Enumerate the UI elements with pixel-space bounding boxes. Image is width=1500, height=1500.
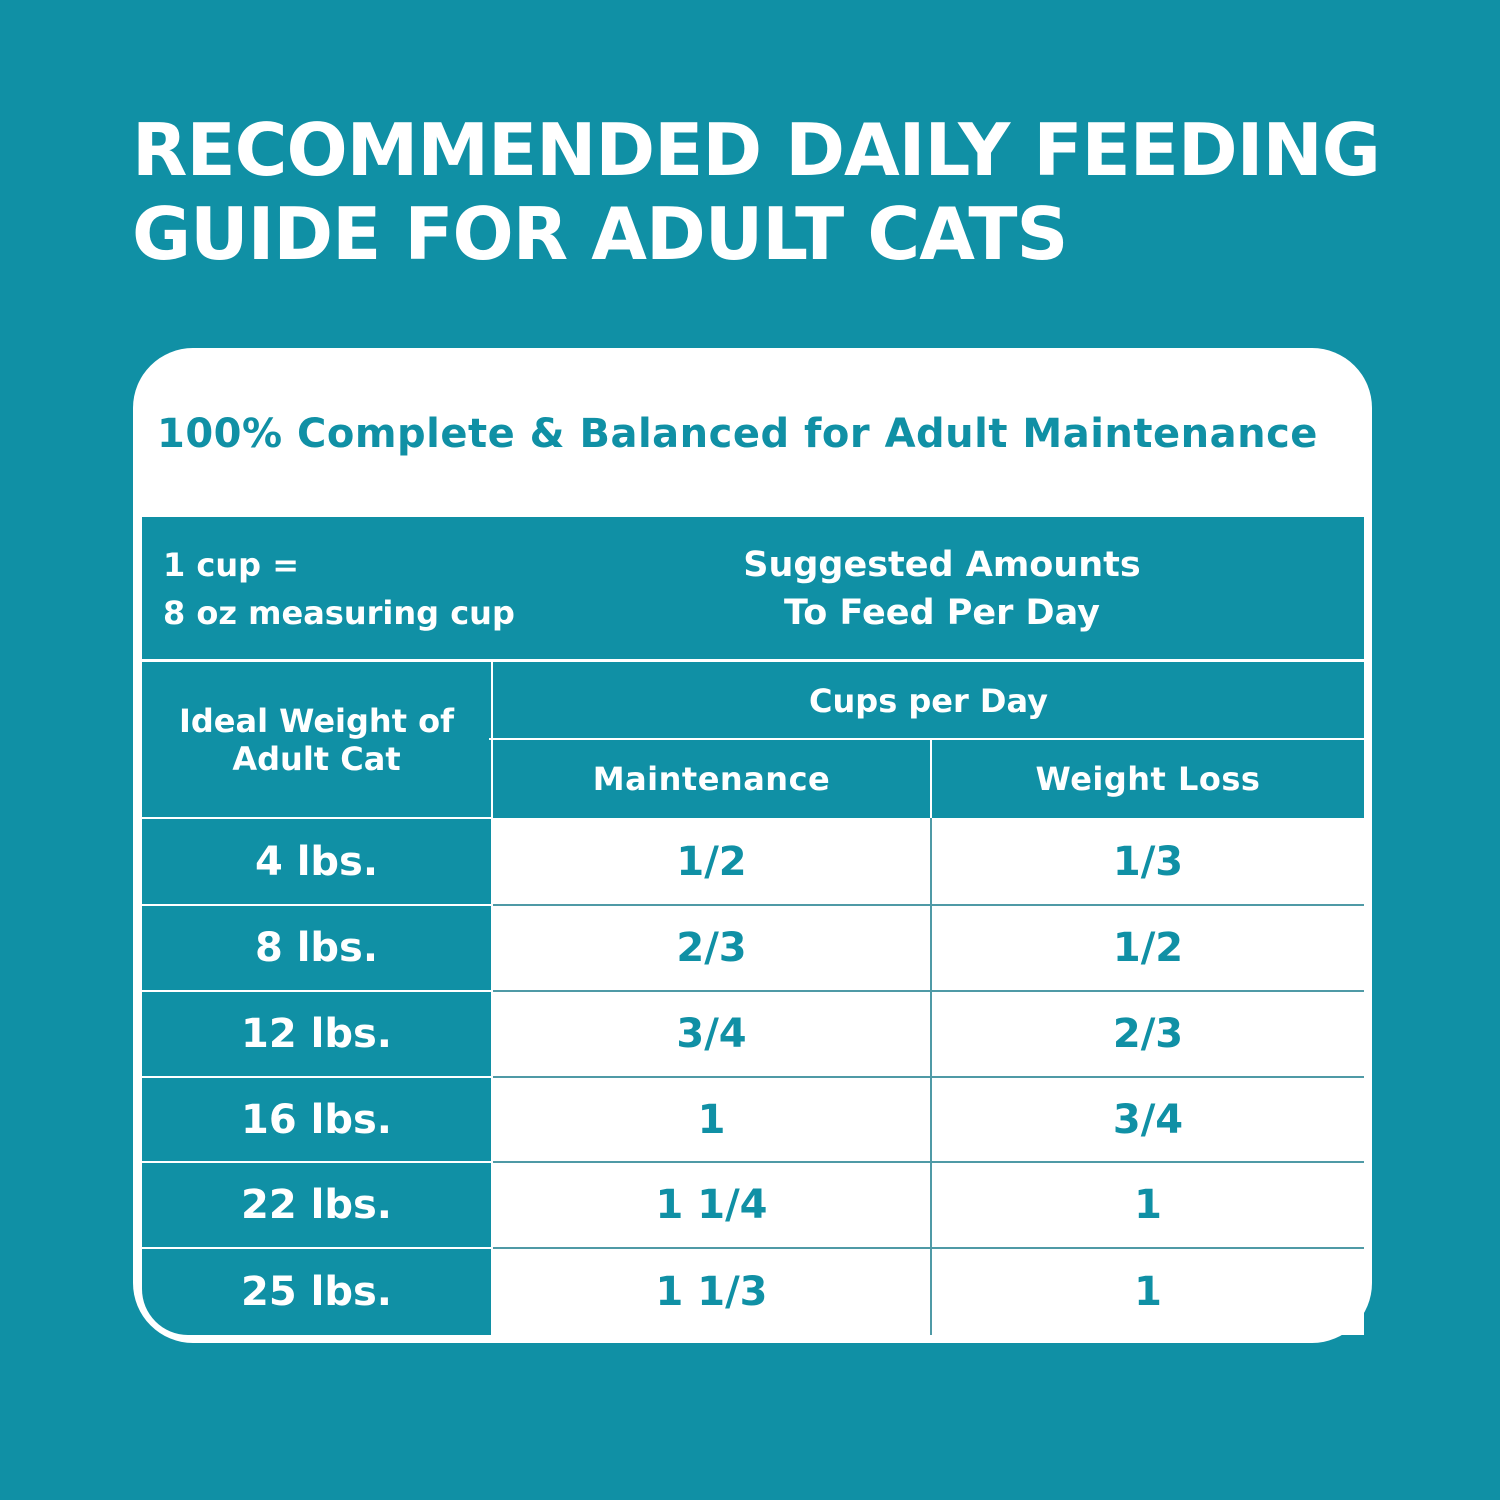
table-row-weight-loss: 3/4 xyxy=(932,1077,1364,1162)
divider xyxy=(142,659,1364,662)
table-row-weight: 25 lbs. xyxy=(142,1248,491,1335)
ideal-weight-header: Ideal Weight of Adult Cat xyxy=(142,662,491,818)
table-row-maintenance: 2/3 xyxy=(493,905,930,991)
divider xyxy=(142,817,493,819)
table-row-weight-loss: 1 xyxy=(932,1248,1364,1335)
divider xyxy=(493,904,1364,906)
table-row-maintenance: 1/2 xyxy=(493,818,930,905)
divider xyxy=(493,1247,1364,1249)
table-row-weight: 4 lbs. xyxy=(142,818,491,905)
weight-loss-column-header: Weight Loss xyxy=(932,740,1364,818)
page-title-line-1: RECOMMENDED DAILY FEEDING xyxy=(132,108,1381,192)
suggested-amounts-line-2: To Feed Per Day xyxy=(784,593,1100,633)
table-row-weight: 16 lbs. xyxy=(142,1077,491,1162)
divider xyxy=(142,1247,491,1249)
divider xyxy=(489,738,1364,740)
page-title: RECOMMENDED DAILY FEEDING GUIDE FOR ADUL… xyxy=(132,108,1432,276)
divider xyxy=(493,990,1364,992)
table-row-weight: 12 lbs. xyxy=(142,991,491,1077)
cup-measure-line-2: 8 oz measuring cup xyxy=(163,594,515,632)
table-row-weight-loss: 1 xyxy=(932,1162,1364,1248)
table-row-weight-loss: 1/2 xyxy=(932,905,1364,991)
cup-measure-note: 1 cup = 8 oz measuring cup xyxy=(163,541,515,637)
page-title-line-2: GUIDE FOR ADULT CATS xyxy=(132,192,1068,276)
ideal-weight-header-line-2: Adult Cat xyxy=(232,740,401,778)
table-row-maintenance: 1 xyxy=(493,1077,930,1162)
table-row-maintenance: 1 1/4 xyxy=(493,1162,930,1248)
divider xyxy=(142,904,491,906)
divider xyxy=(491,662,493,818)
table-row-maintenance: 1 1/3 xyxy=(493,1248,930,1335)
table-row-maintenance: 3/4 xyxy=(493,991,930,1077)
table-note-header: 1 cup = 8 oz measuring cup Suggested Amo… xyxy=(142,517,1364,660)
feeding-table: 1 cup = 8 oz measuring cup Suggested Amo… xyxy=(142,517,1364,1335)
suggested-amounts-header: Suggested Amounts To Feed Per Day xyxy=(702,541,1182,637)
table-row-weight-loss: 1/3 xyxy=(932,818,1364,905)
table-row-weight: 8 lbs. xyxy=(142,905,491,991)
maintenance-column-header: Maintenance xyxy=(493,740,930,818)
divider xyxy=(930,740,932,818)
cup-measure-line-1: 1 cup = xyxy=(163,546,300,584)
divider xyxy=(493,1076,1364,1078)
suggested-amounts-line-1: Suggested Amounts xyxy=(743,545,1141,585)
table-row-weight-loss: 2/3 xyxy=(932,991,1364,1077)
divider xyxy=(142,990,491,992)
cups-per-day-header: Cups per Day xyxy=(493,662,1364,740)
table-row-weight: 22 lbs. xyxy=(142,1162,491,1248)
divider xyxy=(142,1161,491,1163)
divider xyxy=(142,1076,491,1078)
divider xyxy=(493,1161,1364,1163)
ideal-weight-header-line-1: Ideal Weight of xyxy=(178,702,455,740)
card-subtitle: 100% Complete & Balanced for Adult Maint… xyxy=(157,411,1318,457)
